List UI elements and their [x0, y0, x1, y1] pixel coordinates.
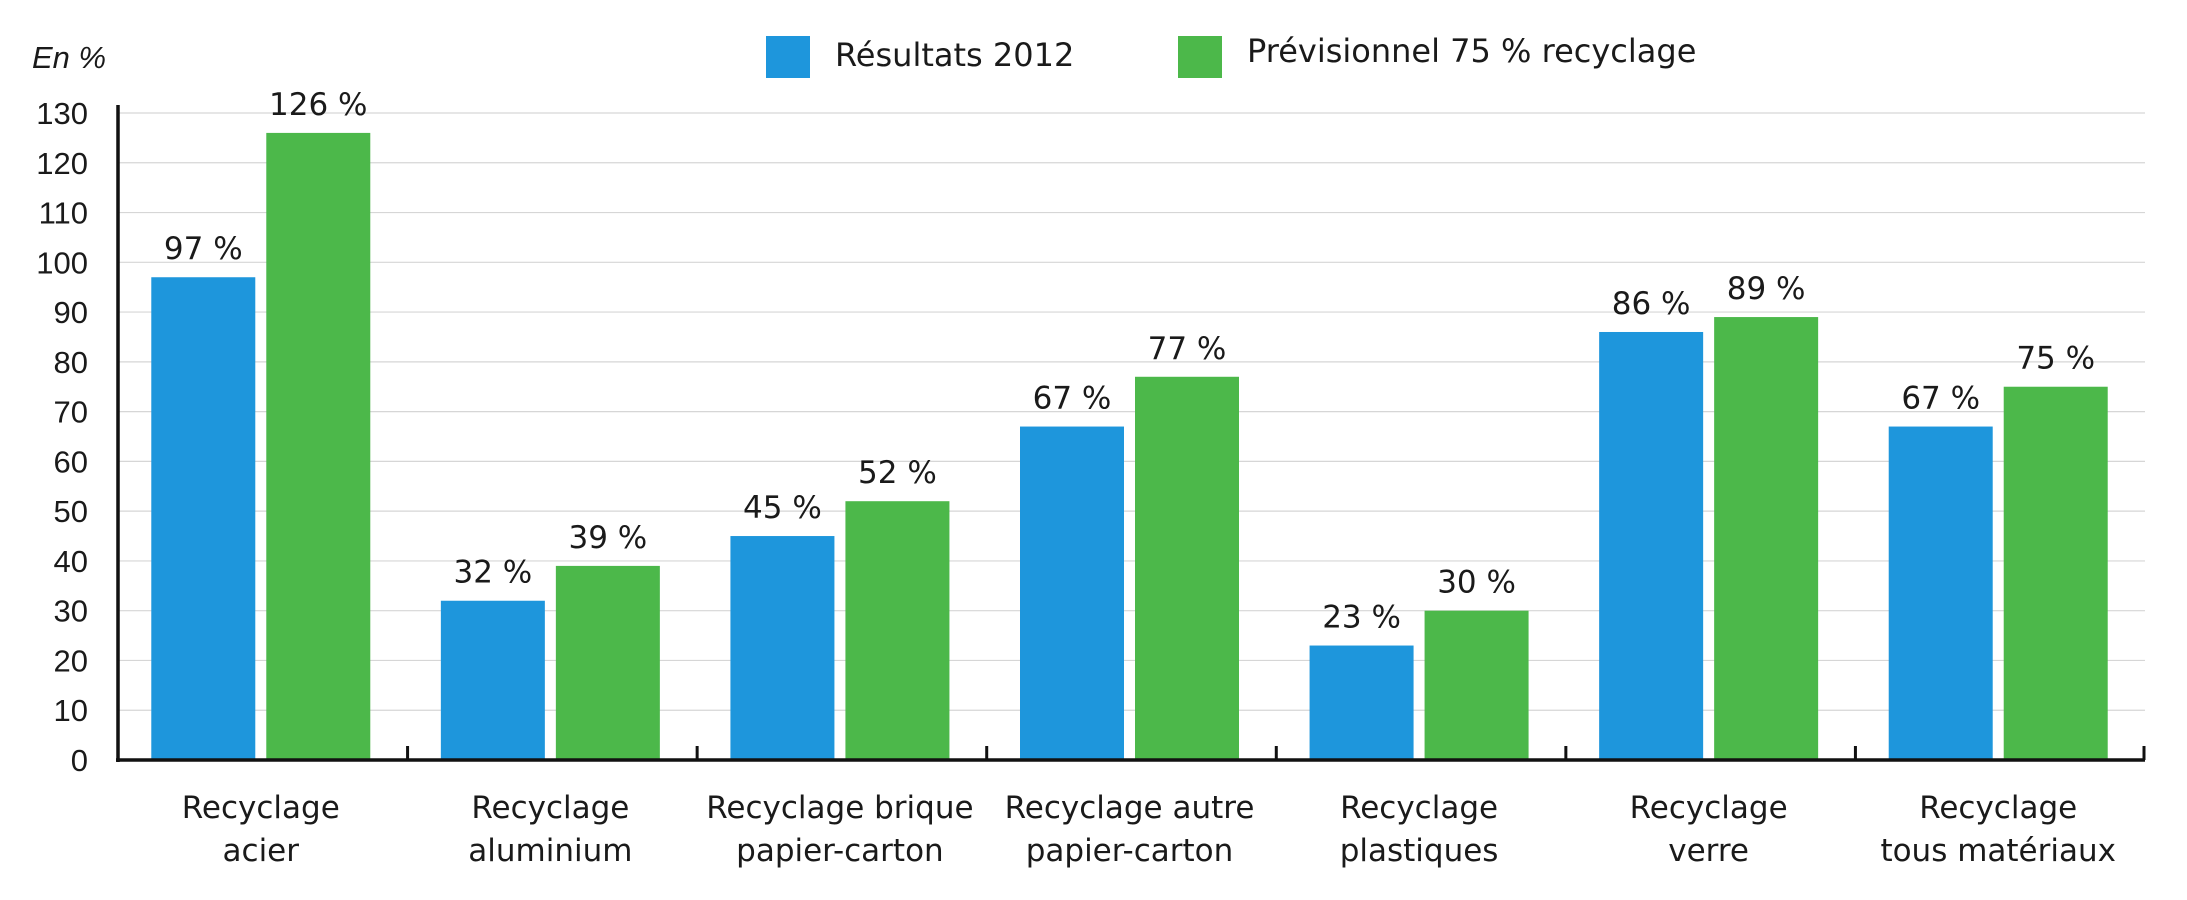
y-tick-label: 60: [54, 444, 88, 479]
bar-previsionnel-2: [845, 501, 950, 760]
data-label-previsionnel-6: 75 %: [2016, 341, 2095, 377]
bar-resultats-1: [440, 600, 545, 760]
y-tick-label: 0: [71, 743, 88, 778]
data-label-resultats-6: 67 %: [1901, 381, 1980, 417]
y-tick-label: 90: [54, 295, 88, 330]
bar-resultats-2: [730, 536, 835, 760]
data-label-previsionnel-1: 39 %: [568, 520, 647, 556]
data-label-resultats-1: 32 %: [453, 555, 532, 591]
y-tick-label: 10: [54, 693, 88, 728]
data-label-resultats-5: 86 %: [1612, 286, 1691, 322]
axes: [116, 105, 2146, 762]
category-label-2: Recyclage brique: [706, 790, 973, 826]
bar-resultats-3: [1020, 426, 1124, 760]
y-tick-label: 100: [36, 245, 88, 280]
category-label-5: verre: [1668, 833, 1749, 869]
y-tick-label: 20: [54, 643, 88, 678]
bar-previsionnel-5: [1714, 317, 1819, 760]
category-labels: Recyclage acier Recyclage aluminium Recyclag…: [182, 790, 2116, 869]
category-label-0: Recyclage: [182, 790, 340, 826]
category-label-4: plastiques: [1340, 833, 1499, 869]
legend-label-previsionnel: Prévisionnel 75 % recyclage: [1247, 32, 1696, 70]
bar-previsionnel-1: [555, 565, 660, 760]
y-axis-ticks: 0 10 20 30 40 50 60 70 80 90 100 110 120 130: [36, 96, 88, 778]
category-label-3: papier-carton: [1026, 833, 1234, 869]
data-labels: 97 % 126 % 32 % 39 % 45 % 52 % 67 % 77 % 23 % 30 …: [164, 87, 2095, 636]
data-label-resultats-3: 67 %: [1033, 381, 1112, 417]
bar-resultats-4: [1309, 645, 1414, 760]
y-axis-unit-label: En %: [32, 40, 106, 75]
category-label-0: acier: [223, 833, 300, 869]
y-tick-label: 30: [54, 594, 88, 629]
y-tick-label: 130: [36, 96, 88, 131]
category-label-2: papier-carton: [736, 833, 944, 869]
grid-lines: [118, 112, 2145, 711]
bar-previsionnel-0: [266, 132, 371, 760]
category-label-5: Recyclage: [1630, 790, 1788, 826]
legend-label-resultats-2012: Résultats 2012: [835, 36, 1074, 74]
y-tick-label: 110: [39, 196, 88, 231]
data-label-resultats-2: 45 %: [743, 490, 822, 526]
y-tick-label: 40: [54, 544, 88, 579]
data-label-resultats-0: 97 %: [164, 231, 243, 267]
y-tick-label: 50: [54, 494, 88, 529]
bar-resultats-6: [1888, 426, 1993, 760]
category-label-4: Recyclage: [1340, 790, 1498, 826]
category-label-1: Recyclage: [471, 790, 629, 826]
data-label-previsionnel-2: 52 %: [858, 455, 937, 491]
legend-swatch-previsionnel: [1178, 36, 1222, 78]
legend: Résultats 2012 Prévisionnel 75 % recycla…: [766, 32, 1696, 78]
y-tick-label: 80: [54, 345, 88, 380]
bars: [151, 132, 2108, 760]
category-label-6: tous matériaux: [1880, 833, 2116, 869]
y-tick-label: 70: [54, 395, 88, 430]
category-label-3: Recyclage autre: [1005, 790, 1255, 826]
bar-previsionnel-6: [2003, 386, 2108, 760]
y-tick-label: 120: [36, 146, 88, 181]
bar-resultats-0: [151, 277, 256, 760]
data-label-resultats-4: 23 %: [1322, 600, 1401, 636]
bar-previsionnel-3: [1135, 376, 1239, 760]
category-label-1: aluminium: [468, 833, 632, 869]
data-label-previsionnel-4: 30 %: [1437, 565, 1516, 601]
bar-resultats-5: [1599, 331, 1704, 760]
bar-previsionnel-4: [1424, 610, 1529, 760]
category-label-6: Recyclage: [1919, 790, 2077, 826]
data-label-previsionnel-0: 126 %: [269, 87, 367, 123]
legend-swatch-resultats-2012: [766, 36, 810, 78]
data-label-previsionnel-5: 89 %: [1727, 271, 1806, 307]
data-label-previsionnel-3: 77 %: [1148, 331, 1227, 367]
